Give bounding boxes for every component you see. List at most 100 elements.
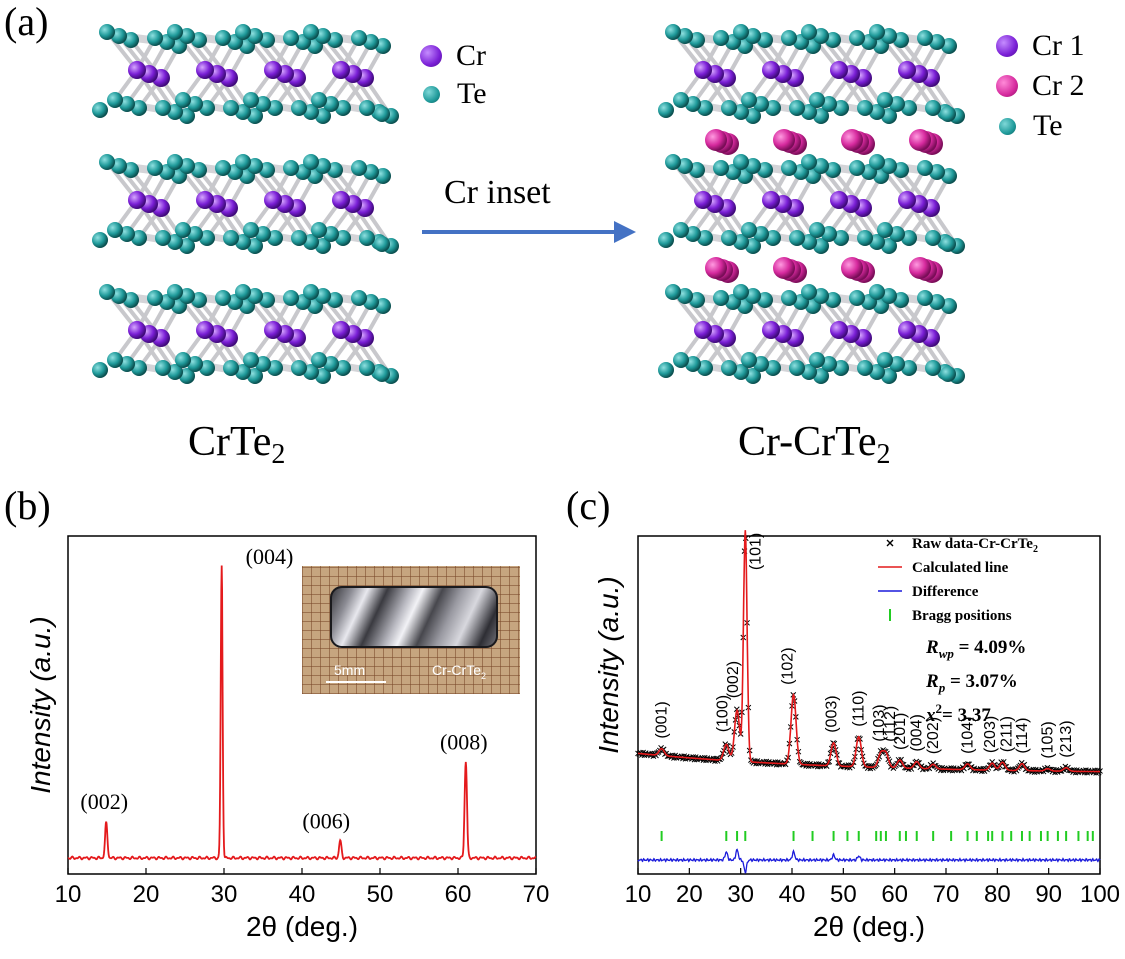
cr-atom <box>762 191 780 209</box>
cr2-atom <box>705 257 727 279</box>
cr-atom <box>332 61 350 79</box>
te-atom <box>658 102 674 118</box>
cr-atom <box>264 321 282 339</box>
te-atom <box>311 222 327 238</box>
cr-atom <box>332 191 350 209</box>
legend-item-cr: Cr <box>420 38 487 74</box>
x-tick-label: 10 <box>55 881 82 908</box>
peak-label: (001) <box>654 701 671 738</box>
te-atom <box>940 236 956 252</box>
te-atom <box>99 24 115 40</box>
peak-label: (103) <box>871 704 888 741</box>
cr-atom <box>196 191 214 209</box>
cr2-atom <box>841 129 863 151</box>
crte2-layer <box>92 284 399 384</box>
x-tick-label: 70 <box>933 881 960 908</box>
te-atom <box>940 106 956 122</box>
te-atom <box>849 290 865 306</box>
te-atom <box>167 154 183 170</box>
legend-label: Difference <box>912 584 979 600</box>
te-atom <box>99 284 115 300</box>
te-atom <box>243 222 259 238</box>
te-atom <box>658 232 674 248</box>
te-atom <box>809 222 825 238</box>
cr-atom <box>898 321 916 339</box>
cr2-atom <box>841 257 863 279</box>
legend-left: Cr Te <box>420 38 487 112</box>
te-atom <box>721 230 737 246</box>
te-atom <box>92 102 108 118</box>
te-atom <box>223 100 239 116</box>
te-atom <box>311 352 327 368</box>
te-atom <box>940 366 956 382</box>
x-tick-label: 90 <box>1035 881 1062 908</box>
te-atom <box>781 30 797 46</box>
crte2-layer <box>92 24 399 124</box>
sample-photo-inset: 5mm Cr-CrTe2 <box>302 566 520 694</box>
te-atom <box>789 100 805 116</box>
te-atom <box>801 154 817 170</box>
cr-crte2-formula: Cr-CrTe2 <box>738 419 891 470</box>
te-atom <box>741 92 757 108</box>
peak-label: (004) <box>909 714 926 751</box>
te-atom <box>801 284 817 300</box>
te-atom <box>741 352 757 368</box>
cr-atom <box>332 321 350 339</box>
te-atom <box>713 160 729 176</box>
peak-label: (105) <box>1040 721 1057 758</box>
x-tick-label: 30 <box>727 881 754 908</box>
legend-label: Cr <box>456 39 486 72</box>
x-tick-label: 60 <box>881 881 908 908</box>
crystal-structure-illustration <box>92 24 965 384</box>
te-atom <box>223 230 239 246</box>
cr-atom <box>264 61 282 79</box>
cr-atom-icon <box>420 45 442 67</box>
x-tick-label: 30 <box>211 881 238 908</box>
te-atom <box>658 362 674 378</box>
te-atom <box>155 360 171 376</box>
te-atom <box>215 30 231 46</box>
legend-label: Raw data-Cr-CrTe2 <box>912 536 1038 555</box>
peak-label: (102) <box>780 647 797 684</box>
te-atom <box>155 230 171 246</box>
x-tick-label: 40 <box>779 881 806 908</box>
refinement-stat: x2= 3.37 <box>925 701 991 726</box>
te-atom <box>857 360 873 376</box>
cr-atom <box>264 191 282 209</box>
te-atom <box>175 92 191 108</box>
te-atom <box>789 360 805 376</box>
peak-label: (104) <box>960 717 977 754</box>
x-tick-label: 40 <box>289 881 316 908</box>
legend-label: Cr 2 <box>1032 69 1085 102</box>
te-atom <box>107 222 123 238</box>
cr2-atom <box>705 129 727 151</box>
x-tick-label: 100 <box>1080 881 1120 908</box>
te-atom <box>175 352 191 368</box>
te-atom <box>147 160 163 176</box>
cr-atom <box>694 321 712 339</box>
te-atom <box>351 290 367 306</box>
cr-atom <box>694 61 712 79</box>
te-atom <box>291 360 307 376</box>
peak-label: (004) <box>246 544 294 569</box>
te-atom <box>92 362 108 378</box>
te-atom <box>733 24 749 40</box>
te-atom <box>235 24 251 40</box>
te-atom <box>155 100 171 116</box>
xrd-refinement-chart-c: 10 20 30 40 50 60 70 80 90 100 2θ (deg.) Intensity … <box>593 530 1120 942</box>
raw-data-point <box>1000 758 1007 765</box>
te-atom <box>781 160 797 176</box>
crte2-layer <box>658 154 965 254</box>
te-atom <box>303 24 319 40</box>
te-atom <box>673 352 689 368</box>
te-atom <box>99 154 115 170</box>
te-atom <box>235 154 251 170</box>
peak-label: (002) <box>725 661 742 698</box>
cr2-atom <box>773 129 795 151</box>
te-atom <box>359 230 375 246</box>
legend-item-te: Te <box>420 76 487 112</box>
cr-atom <box>898 191 916 209</box>
cr-atom <box>830 321 848 339</box>
right-arrow-icon <box>422 221 636 243</box>
sample-label: Cr-CrTe2 <box>432 662 487 681</box>
